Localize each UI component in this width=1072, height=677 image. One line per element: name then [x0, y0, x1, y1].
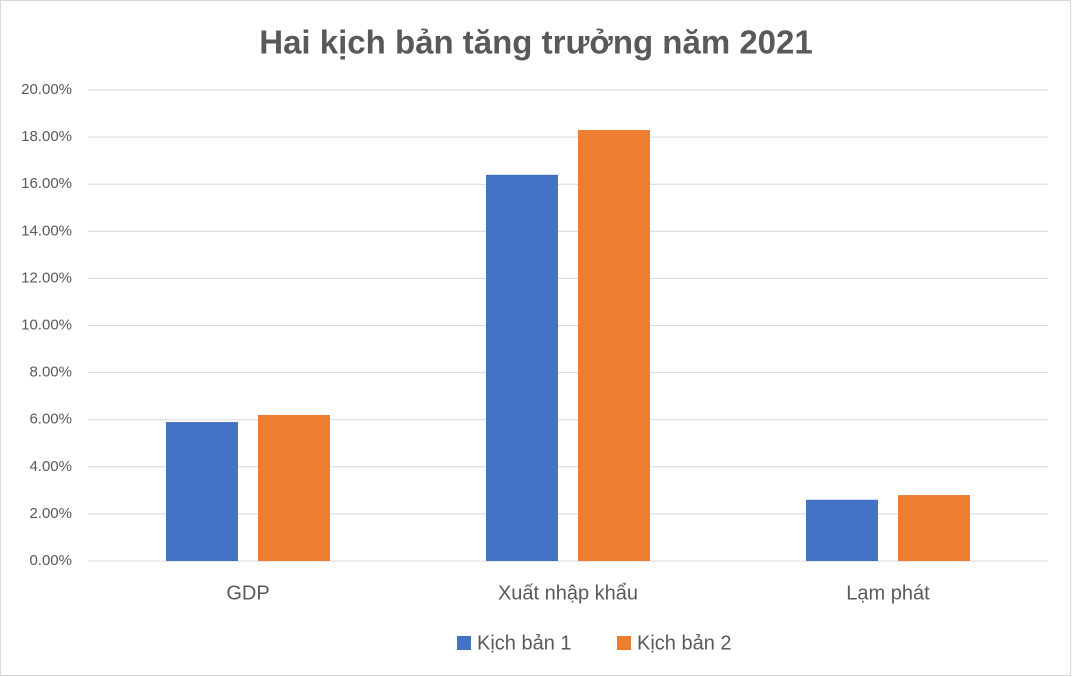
y-tick-label: 16.00%: [21, 175, 72, 192]
y-tick-label: 4.00%: [29, 458, 72, 475]
y-tick-label: 14.00%: [21, 222, 72, 239]
y-tick-label: 18.00%: [21, 128, 72, 145]
y-tick-label: 20.00%: [21, 81, 72, 98]
bar: [486, 174, 558, 561]
bar: [578, 130, 650, 561]
bar: [258, 414, 330, 561]
y-tick-label: 0.00%: [29, 552, 72, 569]
y-tick-label: 2.00%: [29, 505, 72, 522]
legend-swatch: [457, 636, 471, 650]
legend-swatch: [617, 636, 631, 650]
bar: [806, 499, 878, 561]
chart-title: Hai kịch bản tăng trưởng năm 2021: [259, 24, 813, 61]
x-tick-label: Xuất nhập khẩu: [498, 582, 638, 604]
bar: [898, 495, 970, 561]
legend-label: Kịch bản 2: [637, 632, 732, 654]
x-tick-label: Lạm phát: [846, 582, 930, 604]
y-tick-label: 6.00%: [29, 411, 72, 428]
y-tick-label: 8.00%: [29, 364, 72, 381]
y-tick-label: 10.00%: [21, 316, 72, 333]
y-tick-label: 12.00%: [21, 269, 72, 286]
legend-label: Kịch bản 1: [477, 632, 572, 654]
x-tick-label: GDP: [226, 582, 269, 604]
bar: [166, 422, 238, 561]
